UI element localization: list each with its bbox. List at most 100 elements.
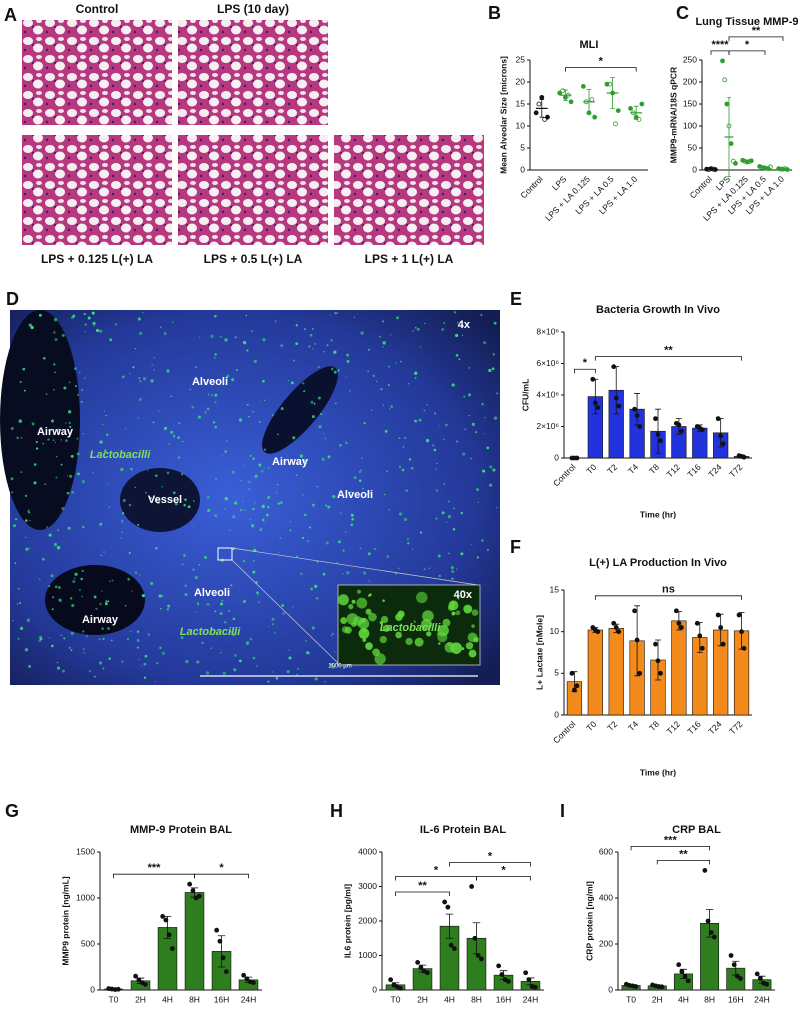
dot xyxy=(170,395,173,398)
panel-letter: A xyxy=(4,5,17,25)
dot xyxy=(358,479,362,482)
data-point xyxy=(560,88,565,94)
dot xyxy=(10,427,14,430)
dot xyxy=(46,526,49,529)
dot xyxy=(381,346,384,348)
dot xyxy=(189,388,192,391)
x-tick-label: 2H xyxy=(135,994,146,1004)
dot xyxy=(150,582,154,585)
dot xyxy=(28,547,31,550)
dot xyxy=(158,594,162,598)
dot xyxy=(127,578,130,581)
data-point xyxy=(739,629,744,635)
dot xyxy=(252,559,255,562)
data-point xyxy=(637,424,643,429)
dot xyxy=(224,338,228,342)
data-point xyxy=(655,658,661,664)
dot xyxy=(134,571,138,574)
significance-bracket xyxy=(728,36,784,41)
dot xyxy=(78,371,81,374)
dot xyxy=(302,382,305,385)
dot xyxy=(18,419,23,423)
panel-letter: H xyxy=(330,801,343,821)
dot xyxy=(42,442,45,445)
dot xyxy=(60,439,62,441)
dot xyxy=(483,341,487,345)
data-point xyxy=(613,395,619,401)
dot xyxy=(159,646,162,650)
error-bar xyxy=(727,97,731,177)
y-tick-label: 0 xyxy=(608,984,613,994)
dot xyxy=(68,381,71,384)
dot xyxy=(48,533,52,537)
dot xyxy=(168,443,171,446)
dot xyxy=(211,394,213,397)
dot xyxy=(303,390,306,393)
significance-label: *** xyxy=(664,834,678,846)
dot xyxy=(274,631,276,634)
dot xyxy=(95,607,98,611)
chart-title: MLI xyxy=(580,39,599,51)
y-axis-label: CRP protein [ng/ml] xyxy=(584,881,594,961)
dot xyxy=(144,491,147,494)
x-tick-label: 8H xyxy=(704,994,715,1004)
airway xyxy=(0,310,80,530)
panel-letter: B xyxy=(488,3,501,23)
dot xyxy=(80,577,83,581)
dot xyxy=(38,313,42,317)
dot xyxy=(10,477,14,481)
dot xyxy=(69,425,72,429)
dot xyxy=(93,325,95,327)
dot xyxy=(214,401,217,404)
dot xyxy=(52,439,55,441)
dot xyxy=(248,480,251,484)
dot xyxy=(71,490,74,494)
dot xyxy=(458,358,461,361)
dot xyxy=(163,332,167,335)
dot xyxy=(81,388,84,392)
dot xyxy=(367,552,371,556)
dot xyxy=(72,580,76,584)
dot xyxy=(315,596,319,600)
dot xyxy=(240,480,242,482)
dot xyxy=(214,315,217,318)
dot xyxy=(492,468,496,472)
dot xyxy=(76,452,80,456)
dot xyxy=(448,552,450,555)
data-point xyxy=(628,106,633,111)
y-tick-label: 150 xyxy=(683,98,697,108)
data-point xyxy=(415,960,421,965)
data-point xyxy=(133,973,139,979)
dot xyxy=(406,538,410,541)
dot xyxy=(423,409,426,412)
dot xyxy=(219,651,222,654)
data-point xyxy=(583,99,589,105)
data-point xyxy=(196,893,202,899)
dot xyxy=(17,587,20,590)
dot xyxy=(38,639,42,642)
dot xyxy=(414,371,418,375)
data-point xyxy=(448,942,454,948)
dot xyxy=(303,328,306,331)
dot xyxy=(54,338,58,342)
panel-d: D 4x Alveoli Airway Lactobacilli Airway Vesse… xyxy=(0,289,500,685)
dot xyxy=(324,437,327,440)
dot xyxy=(76,437,79,440)
data-point xyxy=(592,114,598,120)
dot xyxy=(83,652,85,654)
dot xyxy=(259,400,261,402)
data-point xyxy=(445,904,451,910)
data-point xyxy=(160,914,166,919)
dot xyxy=(29,519,31,522)
image-label: Lactobacilli xyxy=(380,622,441,634)
dot xyxy=(455,333,459,337)
dot xyxy=(58,598,62,602)
dot xyxy=(224,450,227,453)
data-point xyxy=(616,403,622,409)
data-point xyxy=(616,629,622,635)
dot xyxy=(139,574,141,576)
dot xyxy=(453,311,457,314)
dot xyxy=(342,549,345,552)
dot xyxy=(184,584,187,587)
dot xyxy=(305,651,310,655)
